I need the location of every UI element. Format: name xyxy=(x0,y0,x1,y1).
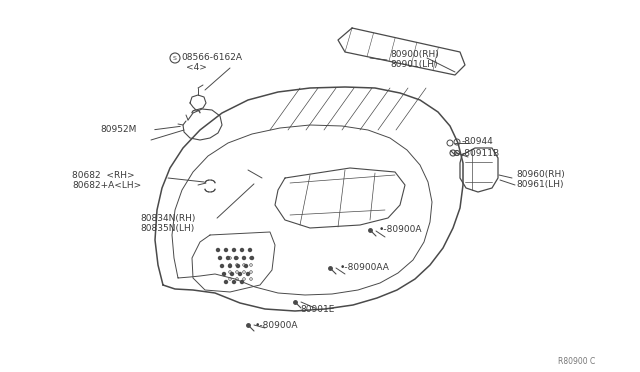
Circle shape xyxy=(244,264,248,267)
Circle shape xyxy=(241,248,243,251)
Circle shape xyxy=(250,257,253,260)
Circle shape xyxy=(234,257,237,260)
Circle shape xyxy=(216,248,220,251)
Text: 80682  <RH>: 80682 <RH> xyxy=(72,170,134,180)
Circle shape xyxy=(225,280,227,283)
Circle shape xyxy=(227,257,230,260)
Text: 08566-6162A: 08566-6162A xyxy=(181,52,242,61)
Circle shape xyxy=(243,257,246,260)
Text: 80682+A<LH>: 80682+A<LH> xyxy=(72,180,141,189)
Circle shape xyxy=(237,264,239,267)
Text: R80900 C: R80900 C xyxy=(558,357,595,366)
Circle shape xyxy=(248,248,252,251)
Circle shape xyxy=(225,248,227,251)
Circle shape xyxy=(232,280,236,283)
Text: 80960(RH): 80960(RH) xyxy=(516,170,564,180)
Text: <4>: <4> xyxy=(186,62,207,71)
Circle shape xyxy=(239,273,241,276)
Text: •-80900AA: •-80900AA xyxy=(340,263,390,273)
Circle shape xyxy=(246,273,250,276)
Circle shape xyxy=(223,273,225,276)
Text: 80834N(RH): 80834N(RH) xyxy=(140,214,195,222)
Text: •-80900A: •-80900A xyxy=(379,225,422,234)
Circle shape xyxy=(228,264,232,267)
Text: 80901(LH): 80901(LH) xyxy=(390,61,438,70)
Circle shape xyxy=(218,257,221,260)
Circle shape xyxy=(241,280,243,283)
Text: •-80900A: •-80900A xyxy=(255,321,298,330)
Text: 80835N(LH): 80835N(LH) xyxy=(140,224,195,232)
Circle shape xyxy=(230,273,234,276)
Text: -80911B: -80911B xyxy=(462,148,500,157)
Text: 80961(LH): 80961(LH) xyxy=(516,180,563,189)
Circle shape xyxy=(232,248,236,251)
Text: 80952M: 80952M xyxy=(100,125,136,135)
Circle shape xyxy=(221,264,223,267)
Text: -80944: -80944 xyxy=(462,138,493,147)
Text: 80900(RH): 80900(RH) xyxy=(390,51,439,60)
Text: 80901E: 80901E xyxy=(300,305,334,314)
Text: S: S xyxy=(173,55,177,61)
